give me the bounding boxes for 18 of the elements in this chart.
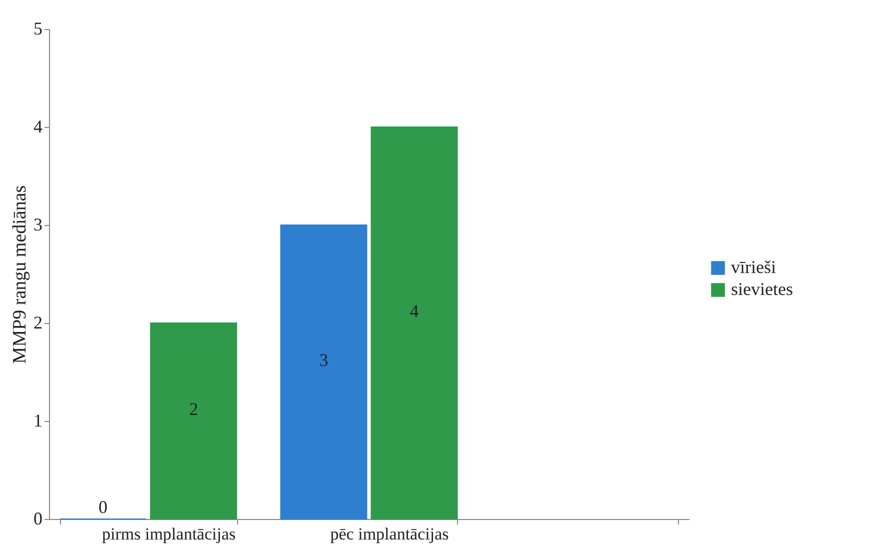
- data-label: 4: [410, 301, 419, 321]
- y-tick-label: 3: [34, 214, 42, 234]
- y-tick-label: 4: [34, 116, 42, 136]
- data-label: 0: [98, 497, 108, 517]
- legend-label: sievietes: [731, 279, 793, 299]
- y-axis-title: MMP9 rangu mediānas: [10, 185, 30, 364]
- y-tick-label: 1: [34, 410, 42, 430]
- bar: [150, 322, 238, 520]
- bar: [370, 126, 458, 520]
- y-tick-label: 5: [34, 18, 42, 38]
- y-tick-label: 0: [34, 508, 42, 528]
- bar: [280, 224, 368, 520]
- x-tick-label: pēc implantācijas: [330, 524, 449, 544]
- data-label: 2: [189, 399, 198, 419]
- legend-label: vīrieši: [731, 257, 776, 277]
- y-tick-label: 2: [34, 312, 42, 332]
- data-label: 3: [319, 350, 328, 370]
- x-tick-label: pirms implantācijas: [102, 524, 236, 544]
